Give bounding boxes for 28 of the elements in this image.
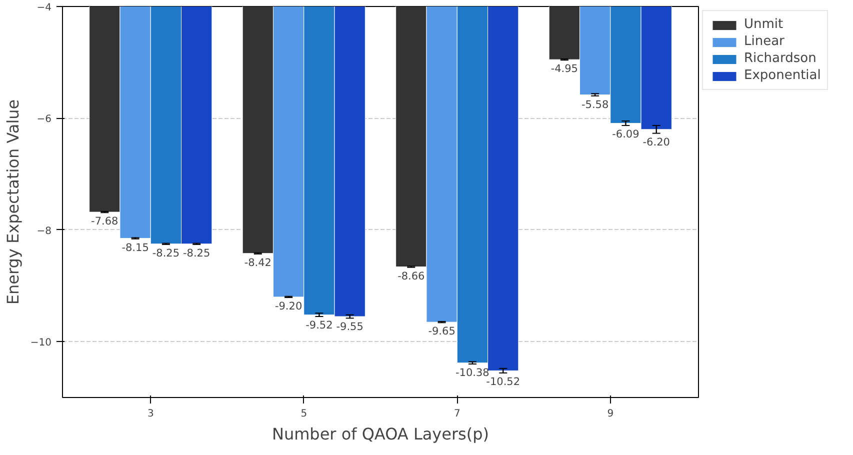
data-label: -8.25 [152,247,180,260]
y-tick-label: −4 [36,2,52,14]
y-axis-title: Energy Expectation Value [3,99,22,305]
legend-label: Exponential [744,68,821,83]
x-tick-label: 9 [607,408,614,420]
data-label: -8.25 [183,247,210,260]
legend-label: Linear [744,34,784,49]
y-tick-label: −10 [30,338,52,349]
legend-label: Richardson [744,51,816,66]
x-tick-label: 7 [454,408,460,420]
data-label: -4.95 [550,63,578,76]
x-tick-label: 3 [147,408,154,420]
data-label: -9.52 [306,320,333,332]
y-tick-label: −8 [36,226,52,237]
data-label: -9.20 [274,300,302,313]
x-tick-label: 5 [300,408,308,420]
data-label: -9.55 [336,321,364,334]
data-label: -9.65 [428,326,456,338]
data-label: -8.66 [398,270,426,282]
data-label: -6.20 [642,136,670,148]
data-label: -5.58 [581,98,609,111]
data-label: -7.68 [91,216,118,228]
y-tick-label: −6 [36,114,52,126]
data-label: -6.09 [612,128,640,140]
data-label: -8.42 [244,256,272,269]
legend-label: Unmit [744,17,784,32]
x-axis-title: Number of QAOA Layers(p) [272,424,490,444]
data-label: -8.15 [122,242,149,254]
